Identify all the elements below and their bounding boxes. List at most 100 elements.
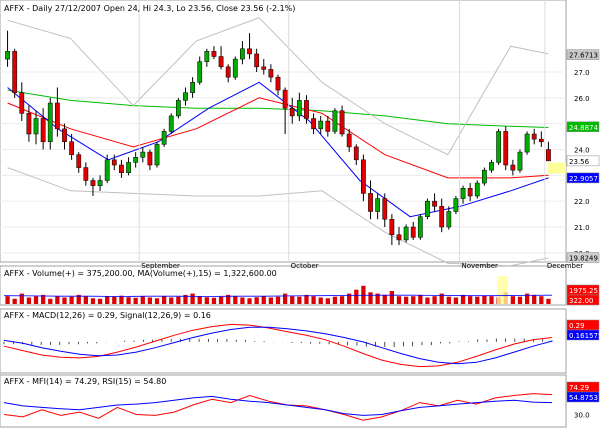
candle-body <box>410 226 416 238</box>
mfi-badges: 74.29 54.8753 30.0 <box>566 381 600 420</box>
month-label: December <box>547 262 583 270</box>
macd-line <box>3 326 553 365</box>
candle-body <box>254 53 260 68</box>
candle-body <box>510 164 516 171</box>
volume-badge-box <box>566 294 600 306</box>
candle-body <box>446 211 452 228</box>
candle-body <box>368 193 373 212</box>
candle-body <box>425 200 430 217</box>
volume-bar <box>254 297 259 304</box>
mfi-line <box>3 395 553 416</box>
volume-bar <box>5 296 10 304</box>
candle-body <box>133 157 139 163</box>
price-badge-box <box>566 121 600 133</box>
candle-body <box>47 102 53 142</box>
volume-bar <box>297 296 302 304</box>
volume-bar <box>41 294 46 304</box>
volume-badges: 1975.25 322.00 <box>566 284 600 306</box>
volume-bar <box>375 293 380 304</box>
candle-body <box>76 154 82 168</box>
volume-bar <box>517 296 523 304</box>
volume-bar <box>190 293 195 304</box>
volume-bar <box>325 298 330 304</box>
macd-badges: 0.29 0.161575 <box>566 319 600 341</box>
volume-bar <box>510 296 515 304</box>
volume-bar <box>460 294 466 304</box>
candle-body <box>90 180 96 186</box>
price-tick-label: 26.0 <box>574 95 590 103</box>
volume-bar <box>368 292 373 304</box>
macd-line <box>3 323 553 368</box>
volume-bar <box>546 298 551 304</box>
candle-body <box>361 159 366 194</box>
volume-bar <box>33 296 39 304</box>
volume-bar <box>48 298 53 304</box>
volume-bar <box>489 296 494 304</box>
volume-bar <box>147 297 153 304</box>
candle-body <box>467 188 473 197</box>
macd-badge: 0.29 <box>569 322 585 330</box>
candle-body <box>453 198 459 212</box>
macd-lines <box>3 323 553 368</box>
candles <box>5 30 551 246</box>
volume-bar <box>347 293 352 304</box>
candle-body <box>183 92 188 101</box>
candle-body <box>232 58 238 78</box>
volume-bar <box>439 293 444 304</box>
mfi-line <box>3 393 553 421</box>
candle-body <box>161 131 167 145</box>
candle-body <box>62 128 67 142</box>
volume-bar <box>475 296 480 304</box>
price-badge: 24.8874 <box>569 124 598 132</box>
candle-body <box>12 51 18 93</box>
month-labels: September October November December <box>138 0 583 270</box>
price-overlay-line <box>7 167 549 267</box>
macd-badge: 0.161575 <box>569 332 600 340</box>
volume-bar <box>482 295 487 304</box>
candle-body <box>396 234 402 241</box>
candle-body <box>111 159 117 166</box>
volume-bar <box>62 297 67 304</box>
volume-bar <box>524 293 530 304</box>
candle-body <box>204 51 210 62</box>
volume-bar <box>55 296 60 304</box>
volume-bar <box>105 296 110 304</box>
volume-bar <box>418 294 423 304</box>
candle-body <box>531 133 537 140</box>
candle-body <box>126 162 131 174</box>
volume-bar <box>226 294 231 304</box>
volume-bar <box>211 297 217 304</box>
candle-body <box>546 149 551 162</box>
volume-bar <box>140 296 145 304</box>
price-tick-label: 24.0 <box>574 147 590 155</box>
volume-highlight <box>497 276 508 304</box>
candle-body <box>154 144 160 166</box>
volume-bar <box>468 296 473 304</box>
mfi-title: AFFX - MFI(14) = 74.29, RSI(15) = 54.80 <box>4 377 166 386</box>
candle-body <box>503 131 509 166</box>
candle-body <box>69 141 74 155</box>
candle-body <box>353 146 359 161</box>
volume-bar <box>339 296 345 304</box>
candle-body <box>296 100 302 117</box>
price-badge: 19.8249 <box>569 254 598 262</box>
candle-body <box>33 118 39 135</box>
candle-body <box>332 110 338 132</box>
volume-bar <box>332 296 338 304</box>
price-badge-box <box>566 49 600 60</box>
candle-body <box>460 188 466 199</box>
last-price-marker <box>548 162 566 174</box>
volume-bar <box>154 298 160 304</box>
candle-body <box>403 226 409 241</box>
candle-body <box>517 151 523 171</box>
volume-bar <box>233 296 238 304</box>
candle-body <box>104 159 110 181</box>
price-grid <box>0 71 566 254</box>
price-tick-label: 27.0 <box>574 69 590 77</box>
price-badge-box <box>566 252 600 263</box>
mfi-badge: 74.29 <box>569 384 589 392</box>
candle-body <box>275 76 281 91</box>
mfi-tick-label: 30.0 <box>574 412 590 420</box>
volume-bar <box>290 296 295 304</box>
